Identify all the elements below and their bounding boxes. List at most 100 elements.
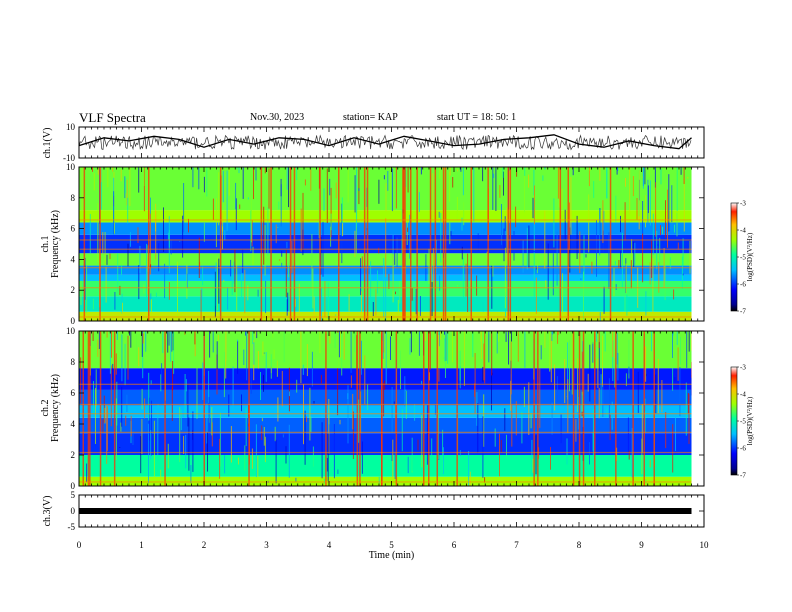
ch1-spectrogram-streak <box>370 261 372 297</box>
ch2-spectrogram-streak <box>421 415 423 468</box>
ch2-spectrogram-burst <box>537 331 539 486</box>
ch2-spectrogram-line <box>79 481 692 483</box>
ch1-spectrogram-streak <box>125 178 127 194</box>
ch1-spectrogram-burst <box>404 167 406 321</box>
ch2-spectrogram-streak <box>390 336 391 360</box>
ch1-spectrogram-streak <box>388 273 390 289</box>
ch2-spectrogram-streak <box>211 407 213 436</box>
ch2-spectrogram-streak <box>98 331 100 349</box>
ch1-spectrogram-streak <box>526 227 528 270</box>
y-tick-label: 6 <box>71 388 76 398</box>
ch2-spectrogram-streak <box>106 405 108 464</box>
ch2-spectrogram-streak <box>482 366 484 382</box>
ch1-spectrogram-burst <box>416 167 418 321</box>
ch1-spectrogram-streak <box>330 213 332 231</box>
ch1-spectrogram-streak <box>223 279 225 282</box>
ch2-spectrogram-streak <box>202 362 204 400</box>
ch2-spectrogram-streak <box>238 457 239 465</box>
ch2-spectrogram-streak <box>168 331 170 346</box>
ch1-spectrogram-burst <box>83 167 86 321</box>
ch2-spectrogram-streak <box>256 331 258 339</box>
ch1-spectrogram-streak <box>395 167 397 209</box>
ch1-spectrogram-burst <box>470 167 472 321</box>
ch2-spectrogram-streak <box>617 352 619 381</box>
ch2-spectrogram-streak <box>321 422 323 479</box>
ch2-spectrogram-band <box>79 455 704 477</box>
ch2-spectrogram-streak <box>551 402 553 435</box>
ch1-spectrogram-streak <box>428 248 430 284</box>
ch2-spectrogram-streak <box>528 382 530 435</box>
ch1-spectrogram-line <box>79 316 692 318</box>
ch1-spectrogram-streak <box>264 225 266 276</box>
ch1-spectrogram-streak <box>342 223 344 236</box>
ch2-spectrogram-streak <box>153 420 155 478</box>
ch2-spectrogram-line <box>79 403 692 406</box>
colorbar-tick-label: -3 <box>740 200 746 208</box>
ch2-spectrogram-streak <box>138 347 140 367</box>
ch2-spectrogram-streak <box>104 407 106 424</box>
x-tick-label: 5 <box>389 540 394 550</box>
ch2-spectrogram-streak <box>494 428 496 447</box>
ch2-spectrogram-burst <box>89 331 91 486</box>
ch1-spectrogram-streak <box>561 188 563 210</box>
ch1-spectrogram-streak <box>218 172 220 226</box>
ch2-spectrogram-streak <box>672 331 673 358</box>
ch1-spectrogram-streak <box>372 302 374 317</box>
ch1-spectrogram-streak <box>252 246 254 265</box>
x-tick-label: 7 <box>514 540 519 550</box>
ch1-spectrogram-streak <box>476 275 478 296</box>
ch1-spectrogram-streak <box>335 314 337 316</box>
ch1-spectrogram-streak <box>265 280 267 314</box>
ch2-spectrogram-streak <box>598 342 600 371</box>
ch2-spectrogram-streak <box>185 379 187 392</box>
ch2-spectrogram-streak <box>550 333 552 383</box>
ch1-spectrogram-streak <box>589 169 591 171</box>
ch1-spectrogram-streak <box>630 260 632 289</box>
ch1-spectrogram-streak <box>460 167 462 172</box>
ch2-spectrogram-burst <box>533 331 535 486</box>
ch1-spectrogram-streak <box>288 262 290 278</box>
ch2-spectrogram-streak <box>130 331 132 348</box>
ch1-spectrogram-streak <box>236 167 238 170</box>
ch2-spectrogram-streak <box>263 427 265 446</box>
colorbar-tick-label: -3 <box>740 364 746 372</box>
ch2-spectrogram-streak <box>510 380 512 411</box>
ch1-spec-ylabel: Frequency (kHz) <box>50 210 61 278</box>
ch2-spectrogram-streak <box>192 411 194 472</box>
ch1-spectrogram-streak <box>377 270 378 294</box>
ch2-spectrogram-streak <box>418 331 420 356</box>
ch1-spectrogram-burst <box>429 167 432 321</box>
ch2-spectrogram-streak <box>498 331 500 342</box>
ch2-spectrogram-streak <box>540 345 542 360</box>
ch2-spectrogram-streak <box>602 385 604 417</box>
ch1-spectrogram-burst <box>442 167 445 321</box>
ch1-spectrogram-streak <box>647 185 649 214</box>
ch2-spectrogram-streak <box>407 456 409 474</box>
ch2-spectrogram-streak <box>482 416 484 478</box>
ch2-spectrogram-streak <box>95 388 96 444</box>
colorbar-tick-label: -6 <box>740 445 746 453</box>
ch2-spectrogram-streak <box>598 387 600 419</box>
header-start-time: start UT = 18: 50: 1 <box>437 112 517 123</box>
ch2-spectrogram-streak <box>499 433 500 477</box>
ch2-spectrogram-streak <box>148 372 150 421</box>
ch1-spectrogram-streak <box>361 291 362 315</box>
ch1-spectrogram-streak <box>397 300 399 314</box>
ch1-spectrogram-streak <box>313 296 315 319</box>
ch1-spectrogram-streak <box>576 215 578 259</box>
ch2-spectrogram-streak <box>440 331 442 340</box>
y-tick-label: 4 <box>71 419 76 429</box>
ch1-spectrogram-streak <box>385 183 387 212</box>
ch1-spectrogram-streak <box>569 227 571 273</box>
ch1-spectrogram-streak <box>97 203 99 263</box>
ch2-spectrogram-streak <box>549 331 551 372</box>
ch2-spectrogram-streak <box>288 424 290 478</box>
ch2-spectrogram-streak <box>300 331 302 384</box>
y-tick-label: 0 <box>71 316 76 326</box>
colorbar-2 <box>730 366 738 476</box>
ch1-spectrogram-streak <box>201 288 203 300</box>
ch1-spectrogram-streak <box>238 167 240 174</box>
ch2-spectrogram-streak <box>560 414 562 444</box>
ch2-spectrogram-streak <box>92 331 94 341</box>
